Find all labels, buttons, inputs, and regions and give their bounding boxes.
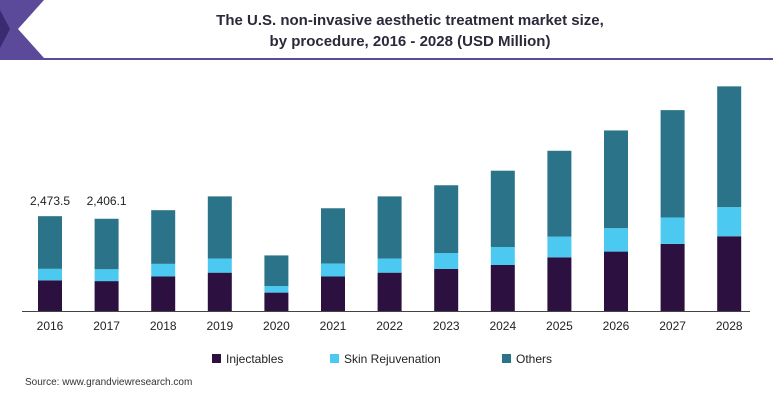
x-tick-label: 2019 xyxy=(206,319,233,333)
source-note: Source: www.grandviewresearch.com xyxy=(25,377,193,388)
bar-others-2020 xyxy=(264,255,289,287)
legend-swatch-skin-rejuvenation xyxy=(330,354,339,363)
bar-injectables-2022 xyxy=(377,272,402,311)
bar-injectables-2020 xyxy=(264,292,289,311)
chart-title-line-2: by procedure, 2016 - 2028 (USD Million) xyxy=(269,33,551,50)
x-tick-label: 2026 xyxy=(603,319,630,333)
bar-others-2024 xyxy=(490,170,515,247)
brand-logo xyxy=(0,0,44,58)
x-tick-label: 2017 xyxy=(93,319,120,333)
chart-title-line-1: The U.S. non-invasive aesthetic treatmen… xyxy=(216,12,604,29)
legend-label-others: Others xyxy=(516,352,552,366)
bar-others-2018 xyxy=(151,210,176,264)
bar-others-2016 xyxy=(38,216,62,269)
x-tick-label: 2018 xyxy=(150,319,177,333)
bar-others-2022 xyxy=(377,196,402,259)
bar-injectables-2016 xyxy=(38,280,62,311)
x-tick-label: 2020 xyxy=(263,319,290,333)
bar-skin-rejuvenation-2023 xyxy=(434,253,459,269)
x-tick-label: 2023 xyxy=(433,319,460,333)
x-tick-label: 2016 xyxy=(37,319,64,333)
bar-injectables-2018 xyxy=(151,276,176,311)
bar-injectables-2019 xyxy=(207,272,232,311)
legend-label-injectables: Injectables xyxy=(226,352,283,366)
bar-skin-rejuvenation-2021 xyxy=(321,263,345,277)
bar-skin-rejuvenation-2025 xyxy=(547,236,572,258)
bar-skin-rejuvenation-2027 xyxy=(660,217,685,244)
bar-injectables-2023 xyxy=(434,268,459,311)
bar-skin-rejuvenation-2022 xyxy=(377,258,402,273)
x-tick-label: 2027 xyxy=(659,319,686,333)
bar-others-2026 xyxy=(604,130,628,229)
bar-others-2023 xyxy=(434,185,459,254)
bar-injectables-2027 xyxy=(660,243,685,311)
bar-others-2017 xyxy=(94,218,119,270)
bar-injectables-2025 xyxy=(547,257,572,311)
bar-injectables-2017 xyxy=(94,281,119,311)
legend-label-skin-rejuvenation: Skin Rejuvenation xyxy=(344,352,441,366)
data-label-2017: 2,406.1 xyxy=(87,194,127,208)
legend-swatch-others xyxy=(502,354,511,363)
bar-skin-rejuvenation-2020 xyxy=(264,286,289,293)
x-tick-label: 2021 xyxy=(320,319,347,333)
bar-others-2021 xyxy=(321,208,345,264)
bar-others-2019 xyxy=(207,196,232,259)
bar-skin-rejuvenation-2028 xyxy=(717,207,742,237)
bar-injectables-2021 xyxy=(321,276,345,311)
bar-skin-rejuvenation-2026 xyxy=(604,228,628,252)
bar-others-2025 xyxy=(547,150,572,237)
bar-others-2028 xyxy=(717,86,742,208)
x-tick-label: 2024 xyxy=(489,319,516,333)
x-tick-label: 2022 xyxy=(376,319,403,333)
x-tick-label: 2025 xyxy=(546,319,573,333)
bar-injectables-2026 xyxy=(604,251,628,311)
bar-skin-rejuvenation-2024 xyxy=(490,246,515,265)
x-tick-label: 2028 xyxy=(716,319,743,333)
header-divider xyxy=(0,58,773,60)
data-label-2016: 2,473.5 xyxy=(30,194,70,208)
bar-others-2027 xyxy=(660,110,685,218)
bar-skin-rejuvenation-2016 xyxy=(38,268,62,281)
bar-injectables-2028 xyxy=(717,236,742,311)
legend-swatch-injectables xyxy=(212,354,221,363)
bar-skin-rejuvenation-2017 xyxy=(94,269,119,282)
bar-skin-rejuvenation-2019 xyxy=(207,258,232,273)
bar-injectables-2024 xyxy=(490,265,515,311)
bar-skin-rejuvenation-2018 xyxy=(151,263,176,277)
